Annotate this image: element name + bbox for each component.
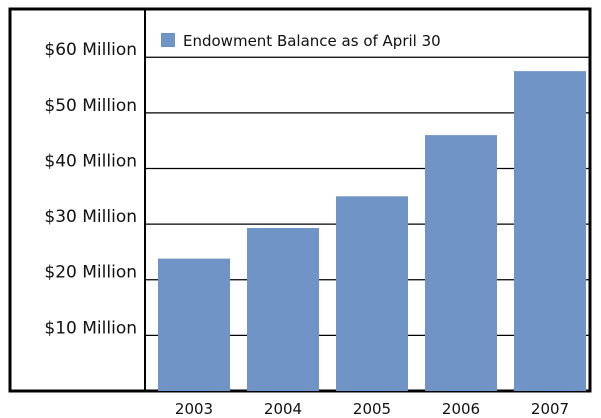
- y-tick-label: $10 Million: [44, 318, 137, 338]
- x-tick-label-2005: 2005: [353, 400, 391, 418]
- bar-2007: [514, 71, 586, 391]
- x-tick-label-2006: 2006: [442, 400, 480, 418]
- y-tick-label: $50 Million: [44, 96, 137, 116]
- y-tick-label: $30 Million: [44, 207, 137, 227]
- legend: Endowment Balance as of April 30: [161, 32, 441, 50]
- x-tick-labels: 2003 2004 2005 2006 2007: [175, 400, 569, 418]
- y-tick-label: $60 Million: [44, 40, 137, 60]
- x-tick-label-2007: 2007: [531, 400, 569, 418]
- bar-2006: [425, 135, 497, 391]
- bar-2003: [158, 258, 230, 391]
- legend-swatch: [161, 33, 175, 47]
- x-tick-label-2004: 2004: [264, 400, 302, 418]
- bar-2005: [336, 196, 408, 391]
- y-tick-labels: $10 Million $20 Million $30 Million $40 Mil…: [44, 40, 137, 338]
- y-tick-label: $40 Million: [44, 151, 137, 171]
- legend-label: Endowment Balance as of April 30: [183, 32, 441, 50]
- bar-2004: [247, 228, 319, 391]
- x-tick-label-2003: 2003: [175, 400, 213, 418]
- y-tick-label: $20 Million: [44, 263, 137, 283]
- bars: [158, 71, 586, 391]
